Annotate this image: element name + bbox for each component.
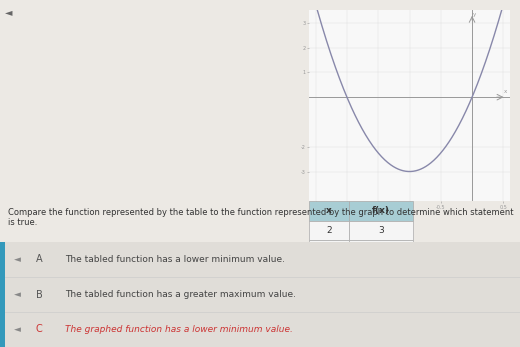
Text: x: x	[504, 89, 507, 94]
Bar	[309, 260, 349, 279]
Text: Compare the function represented by the table to the function represented by the: Compare the function represented by the …	[8, 208, 514, 227]
Bar	[309, 279, 349, 298]
Text: ◄: ◄	[5, 7, 12, 17]
Bar	[0, 242, 520, 347]
Text: ◄: ◄	[14, 255, 21, 264]
Text: 3: 3	[326, 245, 332, 254]
Text: ◄: ◄	[14, 325, 21, 334]
Bar	[0, 242, 5, 347]
Text: The graphed function has a lower minimum value.: The graphed function has a lower minimum…	[65, 325, 293, 334]
Text: The tabled function has a greater maximum value.: The tabled function has a greater maximu…	[65, 290, 296, 299]
Text: 4: 4	[327, 265, 332, 274]
Text: B: B	[36, 289, 43, 299]
Bar	[349, 201, 413, 221]
Bar	[309, 201, 349, 221]
Bar	[309, 221, 349, 240]
Text: 24: 24	[375, 284, 387, 293]
Bar	[349, 260, 413, 279]
Text: ◄: ◄	[14, 290, 21, 299]
Bar	[349, 221, 413, 240]
Text: 8: 8	[378, 245, 384, 254]
Bar	[349, 240, 413, 260]
Text: y: y	[473, 12, 476, 17]
Bar	[349, 279, 413, 298]
Text: 2: 2	[327, 226, 332, 235]
Text: 5: 5	[326, 284, 332, 293]
Text: The tabled function has a lower minimum value.: The tabled function has a lower minimum …	[65, 255, 285, 264]
Text: f(x): f(x)	[372, 206, 390, 215]
Text: 15: 15	[375, 265, 387, 274]
Bar	[309, 240, 349, 260]
Text: x: x	[326, 206, 332, 215]
Text: 3: 3	[378, 226, 384, 235]
Text: C: C	[36, 324, 43, 335]
Text: A: A	[36, 254, 43, 264]
